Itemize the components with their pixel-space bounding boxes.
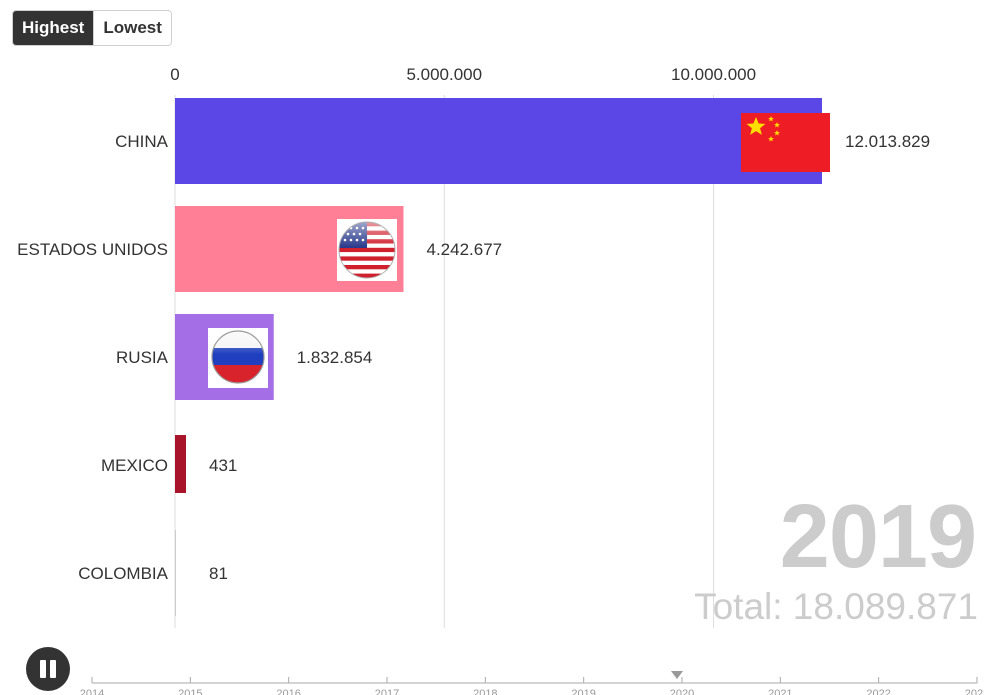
value-label: 4.242.677 [426,240,502,259]
value-label: 12.013.829 [845,132,930,151]
timeline-year-label: 2016 [276,688,300,695]
sort-toggle: Highest Lowest [12,10,172,46]
timeline-year-label: 2015 [178,688,202,695]
bar-chart: 0 5.000.000 10.000.000 CHINA 12.013.829 ESTAD… [17,65,930,628]
category-label: CHINA [115,132,169,151]
bar [175,530,176,616]
bar [175,98,822,184]
category-label: ESTADOS UNIDOS [17,240,168,259]
timeline-year-label: 2022 [866,688,890,695]
axis-tick-label: 0 [170,65,179,84]
china-flag-icon [741,113,830,172]
mexico-flag-icon [175,435,186,491]
value-label: 81 [209,564,228,583]
timeline-marker-icon [671,671,683,679]
category-label: COLOMBIA [78,564,168,583]
category-label: MEXICO [101,456,168,475]
lowest-button[interactable]: Lowest [93,11,171,45]
value-label: 431 [209,456,237,475]
year-timeline[interactable]: 2014 2015 2016 2017 2018 2019 2020 2021 2022 2023 [0,665,984,695]
axis-tick-label: 10.000.000 [671,65,756,84]
timeline-year-label: 2023 [965,688,984,695]
pause-icon [40,660,46,678]
timeline-year-label: 2018 [473,688,497,695]
highest-button[interactable]: Highest [13,11,94,45]
timeline-year-label: 2017 [375,688,399,695]
russia-flag-icon [208,328,268,388]
timeline-year-label: 2021 [768,688,792,695]
pause-button[interactable] [26,647,70,691]
current-year: 2019 [779,487,977,587]
axis-tick-label: 5.000.000 [406,65,482,84]
usa-flag-icon [337,219,397,281]
timeline-year-label: 2014 [80,688,104,695]
value-label: 1.832.854 [297,348,373,367]
timeline-year-label: 2019 [571,688,595,695]
timeline-year-label: 2020 [670,688,694,695]
category-label: RUSIA [116,348,169,367]
total-label: Total: 18.089.871 [694,586,978,627]
